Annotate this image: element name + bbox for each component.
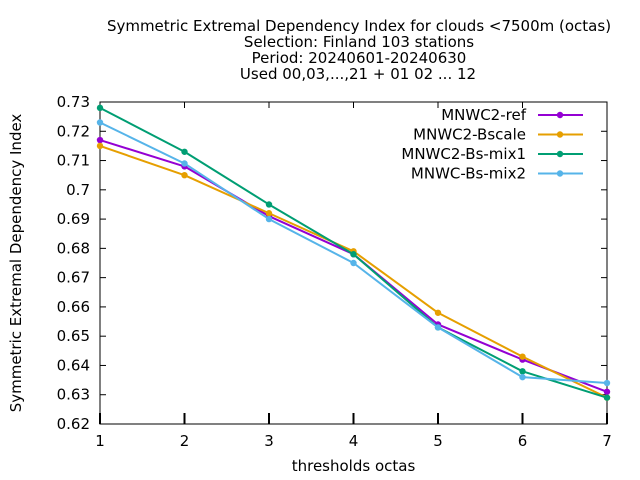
y-tick-label: 0.7 xyxy=(66,181,90,199)
data-point xyxy=(181,148,188,155)
axis-ticks xyxy=(99,101,608,425)
y-tick-label: 0.69 xyxy=(57,210,90,228)
data-point xyxy=(434,324,442,331)
data-point xyxy=(265,210,273,217)
legend-entry-label: MNWC2-Bs-mix1 xyxy=(401,145,526,163)
data-point xyxy=(519,373,526,381)
title-line: Symmetric Extremal Dependency Index for … xyxy=(107,17,611,35)
chart-title: Symmetric Extremal Dependency Index for … xyxy=(107,17,611,83)
title-line: Selection: Finland 103 stations xyxy=(244,33,474,51)
data-point xyxy=(265,215,273,223)
data-point xyxy=(603,379,611,387)
x-tick-label: 6 xyxy=(518,432,528,450)
x-tick-label: 3 xyxy=(264,432,274,450)
data-point xyxy=(350,259,357,267)
series-4 xyxy=(96,119,611,387)
series-lines xyxy=(96,104,611,401)
legend-entry-label: MNWC2-Bscale xyxy=(413,126,526,144)
y-tick-label: 0.68 xyxy=(57,239,90,257)
x-tick-label: 4 xyxy=(349,432,359,450)
series-3 xyxy=(96,104,611,401)
y-tick-label: 0.64 xyxy=(57,356,90,374)
y-tick-label: 0.63 xyxy=(57,386,90,404)
legend-entry-label: MNWC2-ref xyxy=(441,106,526,124)
data-point xyxy=(519,353,526,360)
x-tick-label: 5 xyxy=(433,432,443,450)
x-tick-label: 1 xyxy=(95,432,105,450)
legend-marker xyxy=(556,131,564,138)
data-point xyxy=(181,171,188,179)
y-tick-label: 0.72 xyxy=(57,122,90,140)
legend-entry-label: MNWC-Bs-mix2 xyxy=(411,165,526,183)
title-line: Period: 20240601-20240630 xyxy=(252,49,467,67)
y-tick-label: 0.65 xyxy=(57,327,90,345)
data-point xyxy=(96,104,104,112)
data-point xyxy=(265,201,273,208)
y-tick-label: 0.62 xyxy=(57,415,90,433)
data-point xyxy=(181,160,188,167)
data-point xyxy=(96,119,104,126)
y-tick-labels: 0.62 0.63 0.64 0.65 0.66 0.67 0.68 0.69 0.7 0.71 0… xyxy=(57,93,90,433)
series-2 xyxy=(96,142,611,401)
y-tick-label: 0.71 xyxy=(57,152,90,170)
title-line: Used 00,03,...,21 + 01 02 ... 12 xyxy=(240,65,476,83)
data-point xyxy=(603,388,611,395)
x-tick-label: 2 xyxy=(180,432,190,450)
x-axis-label: thresholds octas xyxy=(292,457,416,475)
data-point xyxy=(96,142,104,150)
legend-marker xyxy=(556,111,564,119)
legend-marker xyxy=(556,170,564,177)
data-point xyxy=(519,368,526,375)
x-tick-label: 7 xyxy=(602,432,612,450)
series-line xyxy=(99,144,608,399)
x-tick-labels: 1 2 3 4 5 6 7 xyxy=(95,432,612,450)
data-point xyxy=(603,394,611,401)
data-point xyxy=(350,251,357,258)
y-tick-label: 0.73 xyxy=(57,93,90,111)
y-tick-label: 0.67 xyxy=(57,269,90,287)
y-axis-label: Symmetric Extremal Dependency Index xyxy=(7,114,25,413)
data-point xyxy=(434,309,442,316)
y-tick-label: 0.66 xyxy=(57,298,90,316)
legend-marker xyxy=(556,150,564,158)
data-point xyxy=(96,136,104,144)
